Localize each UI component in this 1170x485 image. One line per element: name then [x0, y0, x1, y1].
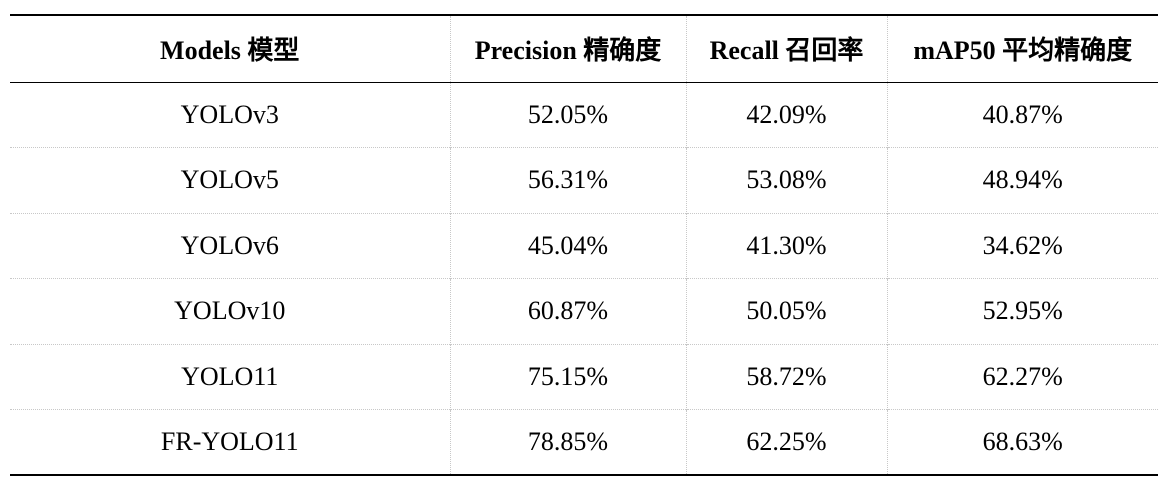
model-cell: YOLOv5	[10, 147, 450, 213]
precision-cell: 52.05%	[449, 82, 686, 148]
map50-cell: 40.87%	[886, 82, 1158, 148]
results-table: Models 模型 Precision 精确度 Recall 召回率 mAP50…	[10, 14, 1158, 476]
recall-cell: 58.72%	[685, 343, 887, 410]
header-row: Models 模型 Precision 精确度 Recall 召回率 mAP50…	[10, 14, 1158, 83]
recall-cell: 62.25%	[685, 409, 887, 476]
precision-cell: 45.04%	[449, 212, 686, 279]
table-row: YOLOv10 60.87% 50.05% 52.95%	[10, 278, 1158, 344]
map50-cell: 68.63%	[886, 409, 1158, 476]
header-map50: mAP50 平均精确度	[886, 14, 1158, 83]
table-row: YOLO11 75.15% 58.72% 62.27%	[10, 343, 1158, 410]
table-row: FR-YOLO11 78.85% 62.25% 68.63%	[10, 409, 1158, 476]
model-cell: YOLOv10	[10, 278, 450, 344]
precision-cell: 56.31%	[449, 147, 686, 213]
recall-cell: 53.08%	[685, 147, 887, 213]
map50-cell: 62.27%	[886, 343, 1158, 410]
model-cell: YOLO11	[10, 343, 450, 410]
model-cell: YOLOv3	[180, 99, 279, 129]
model-cell: FR-YOLO11	[10, 409, 450, 476]
table-header: Models 模型 Precision 精确度 Recall 召回率 mAP50…	[10, 14, 1158, 83]
map50-cell: 52.95%	[886, 278, 1158, 344]
model-cell: YOLOv6	[10, 212, 450, 279]
precision-cell: 60.87%	[449, 278, 686, 344]
map50-cell: 48.94%	[886, 147, 1158, 213]
precision-cell: 78.85%	[449, 409, 686, 476]
recall-cell: 42.09%	[685, 82, 887, 148]
header-precision: Precision 精确度	[449, 14, 686, 83]
header-recall: Recall 召回率	[685, 14, 887, 83]
recall-cell: 50.05%	[685, 278, 887, 344]
header-models: Models 模型	[10, 14, 450, 83]
precision-cell: 75.15%	[449, 343, 686, 410]
table-row: YOLOv3 52.05% 42.09% 40.87%	[10, 82, 1158, 148]
table-row: YOLOv6 45.04% 41.30% 34.62%	[10, 212, 1158, 279]
map50-cell: 34.62%	[886, 212, 1158, 279]
recall-cell: 41.30%	[685, 212, 887, 279]
table-row: YOLOv5 56.31% 53.08% 48.94%	[10, 147, 1158, 213]
table-body: YOLOv3 52.05% 42.09% 40.87% YOLOv5 56.31…	[10, 82, 1158, 476]
